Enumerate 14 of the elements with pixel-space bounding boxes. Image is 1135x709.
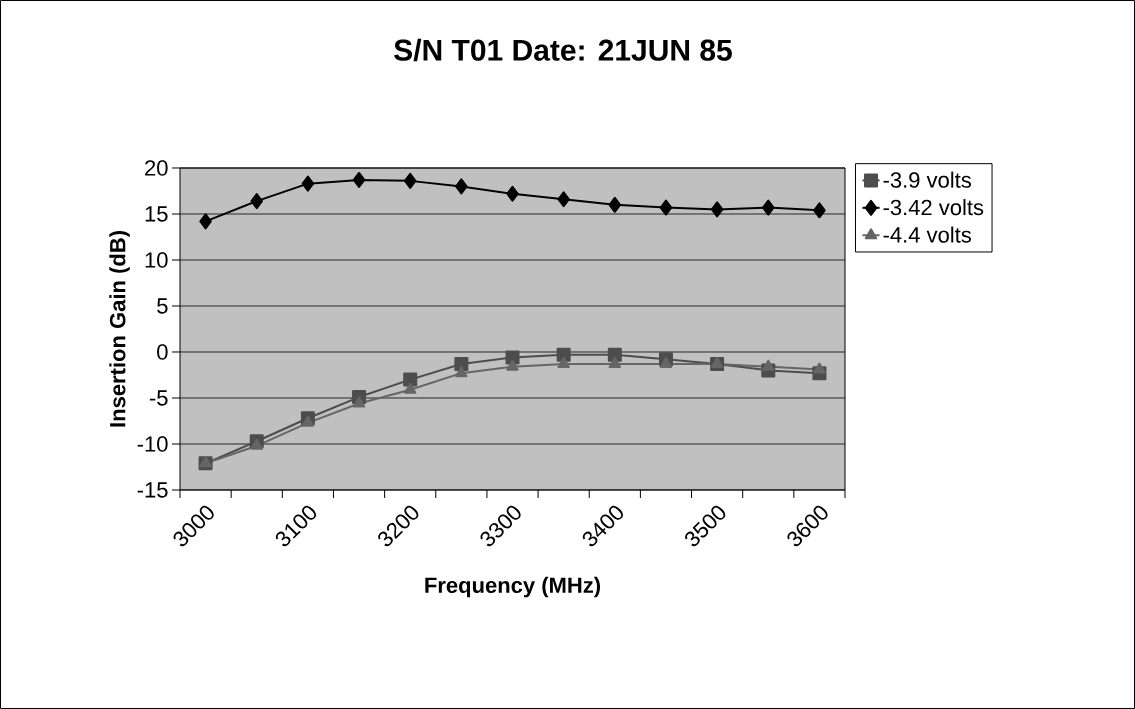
chart-title: S/N T01 Date: 21JUN 85 [394, 38, 732, 62]
y-tick-label: -15 [137, 482, 168, 498]
legend-label: -3.9 volts [883, 171, 971, 188]
y-tick-label: 0 [157, 344, 168, 360]
y-tick-label: 15 [145, 206, 168, 222]
x-axis-title: Frequency (MHz) [425, 576, 600, 598]
y-tick-label: 20 [145, 160, 168, 176]
y-tick-label: -10 [137, 436, 168, 452]
legend-label: -4.4 volts [883, 226, 971, 243]
y-axis-title: Insertion Gain (dB) [109, 231, 130, 427]
y-tick-label: 5 [157, 298, 168, 314]
legend-label: -3.42 volts [883, 199, 984, 216]
y-tick-label: -5 [149, 390, 168, 406]
y-tick-label: 10 [145, 252, 168, 268]
